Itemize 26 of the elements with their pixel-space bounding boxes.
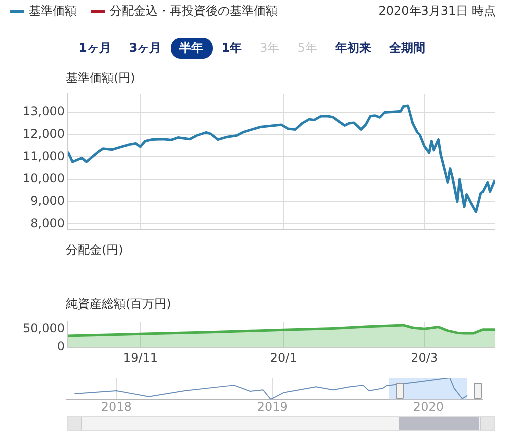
y-tick-label: 13,000 [23, 104, 65, 119]
y-tick-label: 12,000 [23, 126, 65, 141]
x-tick-label: 2018 [101, 400, 132, 414]
y-tick-label: 50,000 [23, 322, 65, 336]
legend-label: 基準価額 [29, 3, 77, 20]
text: 分配金(円) [66, 242, 124, 259]
text: 1ヶ月 [78, 40, 112, 57]
y-axis-title: 純資産総額(百万円) [66, 296, 172, 313]
x-tick-label: 19/11 [123, 350, 158, 365]
text: 1年 [220, 40, 244, 57]
x-tick-label: 2019 [257, 400, 288, 414]
text: 年初来 [334, 40, 372, 57]
y-tick-label: 8,000 [30, 216, 65, 230]
text: 半年 [170, 38, 213, 59]
legend-label: 分配金込・再投資後の基準価額 [110, 3, 278, 20]
y-tick-label: 10,000 [23, 172, 65, 186]
text: 全期間 [388, 40, 426, 57]
x-tick-label: 20/1 [270, 350, 298, 365]
x-tick-label: 20/3 [411, 350, 438, 365]
text: 3ヶ月 [128, 40, 163, 57]
y-tick-label: 9,000 [30, 194, 65, 208]
x-tick-label: 2020 [413, 400, 444, 414]
y-axis-title: 基準価額(円) [66, 70, 136, 87]
text: 2020年3月31日 時点 [378, 3, 496, 20]
y-tick-label: 0 [57, 340, 65, 354]
y-tick-label: 11,000 [23, 149, 65, 164]
